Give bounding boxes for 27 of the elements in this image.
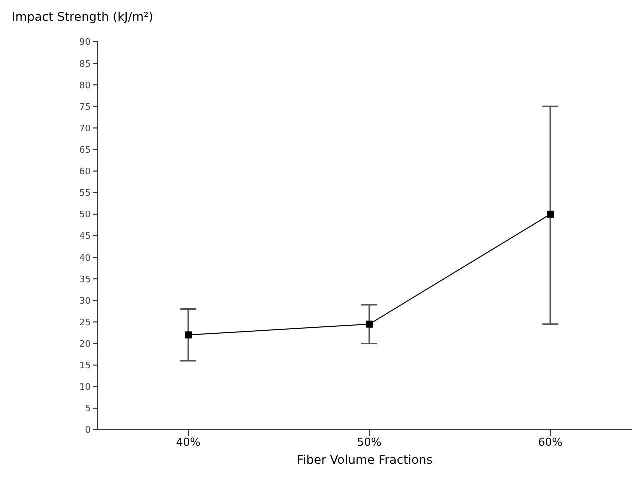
x-tick-label: 50% — [357, 436, 382, 449]
y-tick-label: 50 — [80, 210, 92, 221]
point — [366, 320, 374, 328]
y-tick-label: 35 — [80, 275, 91, 286]
y-axis-title: Impact Strength (kJ/m²) — [12, 10, 154, 24]
point — [185, 332, 192, 339]
y-tick-label: 85 — [80, 60, 91, 70]
y-tick-label: 20 — [80, 340, 92, 350]
y-tick-label: 40 — [80, 254, 92, 264]
y-tick-label: 90 — [80, 38, 92, 48]
x-tick-label: 40% — [176, 436, 201, 449]
y-tick-label: 80 — [80, 81, 92, 92]
y-tick-label: 30 — [80, 296, 92, 307]
y-tick-label: 25 — [80, 318, 91, 328]
y-tick-label: 15 — [80, 362, 91, 372]
y-tick-label: 65 — [80, 146, 91, 156]
y-tick-label: 70 — [80, 124, 92, 134]
y-tick-label: 0 — [85, 426, 92, 436]
point — [547, 210, 554, 218]
y-tick-label: 45 — [80, 232, 91, 242]
y-tick-label: 55 — [80, 189, 91, 200]
y-tick-label: 75 — [80, 102, 91, 113]
y-tick-label: 5 — [85, 404, 91, 415]
y-tick-label: 60 — [80, 168, 92, 178]
x-axis-title: Fiber Volume Fractions — [297, 453, 433, 467]
x-tick-label: 60% — [538, 436, 563, 449]
y-tick-label: 10 — [80, 383, 92, 394]
